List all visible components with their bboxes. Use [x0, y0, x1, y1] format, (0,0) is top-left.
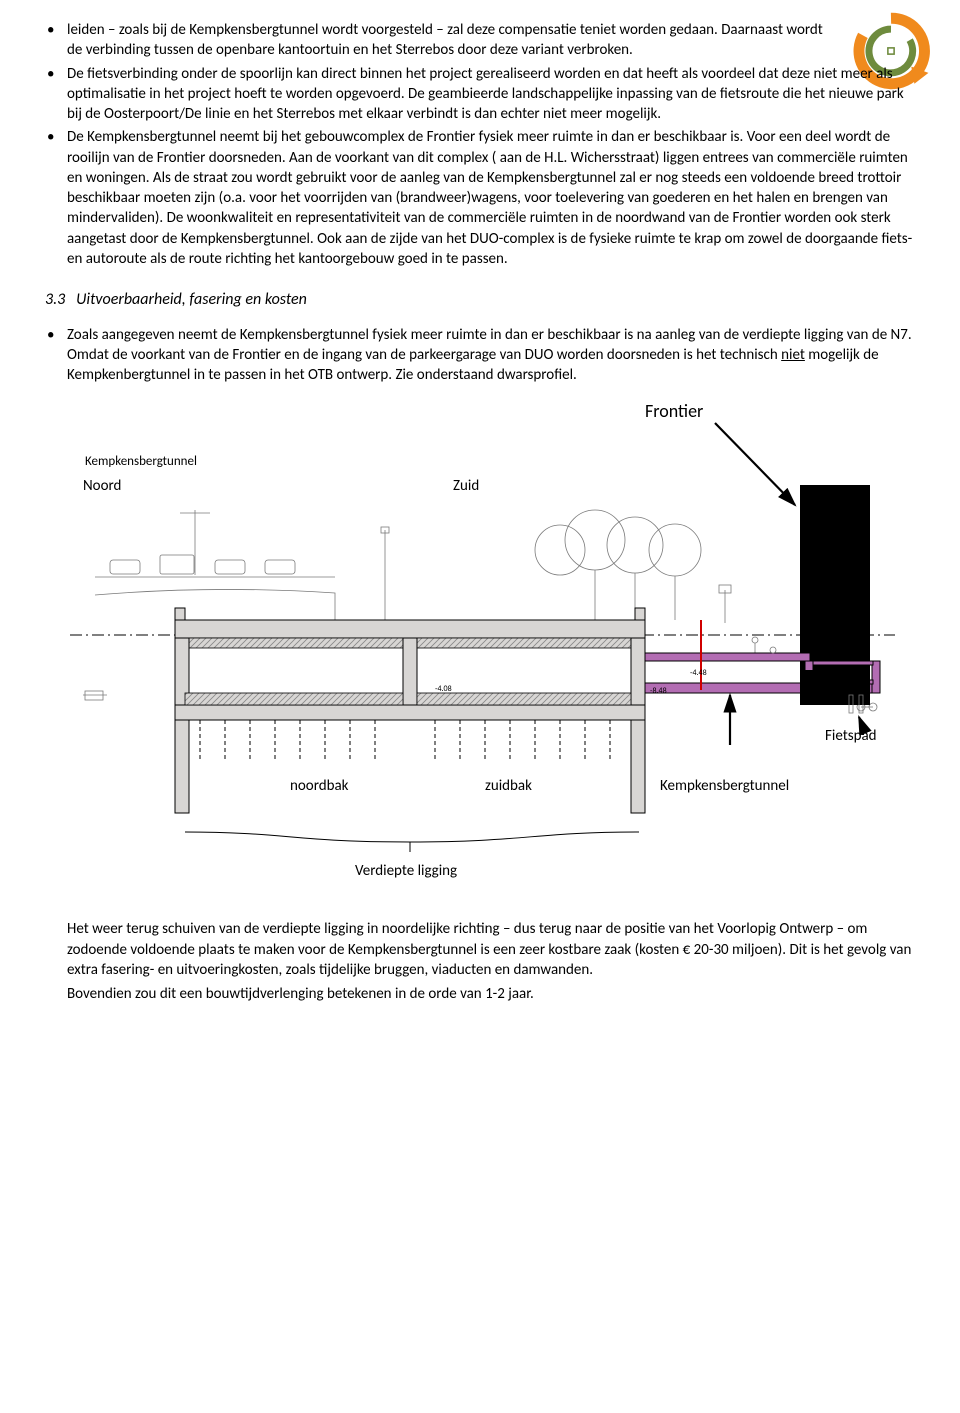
elev-label: -4.48	[690, 668, 707, 678]
frontier-basement	[800, 670, 870, 705]
elev-label: -4.08	[435, 684, 452, 694]
bullet-item: De Kempkensbergtunnel neemt bij het gebo…	[67, 127, 915, 269]
cross-section-diagram: Frontier Kempkensbergtunnel Noord Zuid	[35, 395, 915, 915]
para-underline: niet	[781, 346, 805, 364]
label-kempkensbergtunnel-bottom: Kempkensbergtunnel	[660, 777, 789, 795]
closing-para: Het weer terug schuiven van de verdiepte…	[67, 919, 915, 980]
bullet-item: De fietsverbinding onder de spoorlijn ka…	[67, 64, 915, 125]
bullet-item: leiden – zoals bij de Kempkensbergtunnel…	[67, 20, 915, 61]
closing-para-2: Bovendien zou dit een bouwtijdverlenging…	[67, 984, 915, 1004]
bullet-text: De Kempkensbergtunnel neemt bij het gebo…	[67, 128, 912, 268]
elev-label: -8.48	[650, 686, 667, 696]
wall-south	[631, 638, 645, 813]
background-scenery	[95, 510, 877, 711]
floor-slab	[175, 705, 645, 720]
bullet-text: leiden – zoals bij de Kempkensbergtunnel…	[67, 21, 823, 59]
bullet-list: leiden – zoals bij de Kempkensbergtunnel…	[45, 20, 915, 269]
label-zuidbak: zuidbak	[485, 777, 532, 795]
wall-north	[175, 638, 189, 813]
label-kempkensbergtunnel-top: Kempkensbergtunnel	[85, 454, 197, 469]
deck-slab	[175, 620, 645, 638]
label-fietspad: Fietspad	[825, 727, 877, 745]
section-number: 3.3	[45, 290, 65, 309]
bullet-text: De fietsverbinding onder de spoorlijn ka…	[67, 65, 904, 124]
section-title-text: Uitvoerbaarheid, fasering en kosten	[76, 290, 307, 309]
arrow-frontier	[715, 423, 795, 505]
frontier-building	[800, 485, 870, 670]
label-noord: Noord	[83, 477, 121, 495]
label-verdiepte: Verdiepte ligging	[355, 862, 457, 880]
label-noordbak: noordbak	[290, 777, 349, 795]
brace-verdiepte	[185, 832, 639, 842]
label-frontier: Frontier	[645, 400, 703, 422]
section-heading: 3.3 Uitvoerbaarheid, fasering en kosten	[45, 289, 915, 311]
label-zuid: Zuid	[453, 477, 479, 495]
piles	[200, 720, 610, 760]
bullet-list-2: Zoals aangegeven neemt de Kempkensbergtu…	[45, 325, 915, 386]
bullet-item: Zoals aangegeven neemt de Kempkensbergtu…	[67, 325, 915, 386]
